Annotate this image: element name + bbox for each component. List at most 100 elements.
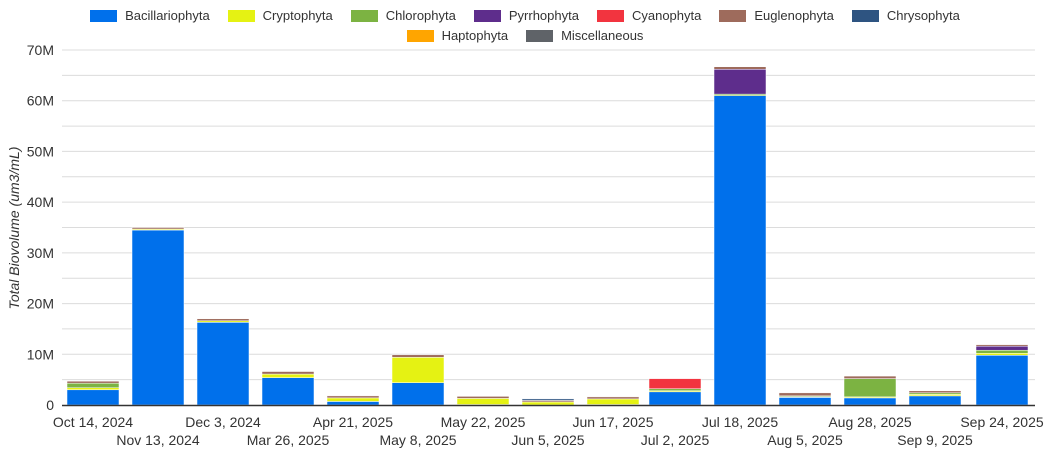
bar-segment[interactable] xyxy=(778,392,832,397)
bar-stack[interactable] xyxy=(326,395,380,406)
bar-stack[interactable] xyxy=(975,344,1029,406)
bar-segment[interactable] xyxy=(326,397,380,402)
y-tick-label: 30M xyxy=(27,245,54,261)
bar-segment[interactable] xyxy=(713,95,767,406)
bar-segment[interactable] xyxy=(456,396,510,399)
bar-stack[interactable] xyxy=(778,392,832,406)
bar-stack[interactable] xyxy=(586,396,640,406)
bar-segment[interactable] xyxy=(908,395,962,406)
bar-segment[interactable] xyxy=(326,395,380,399)
bar-stack[interactable] xyxy=(131,227,185,406)
legend-item[interactable]: Euglenophyta xyxy=(719,6,834,26)
bar-segment[interactable] xyxy=(521,401,575,406)
y-tick-label: 20M xyxy=(27,296,54,312)
legend-label: Miscellaneous xyxy=(561,28,644,43)
bar-segment[interactable] xyxy=(66,382,120,389)
bar-stack[interactable] xyxy=(261,371,315,406)
bar-stack[interactable] xyxy=(521,398,575,406)
y-tick-label: 0 xyxy=(46,397,54,413)
legend-item[interactable]: Miscellaneous xyxy=(526,26,643,46)
bar-stack[interactable] xyxy=(196,318,250,406)
bar-segment[interactable] xyxy=(66,380,120,384)
legend-label: Cryptophyta xyxy=(262,8,333,23)
bar-stack[interactable] xyxy=(648,378,702,406)
x-tick-label: Jun 5, 2025 xyxy=(511,432,584,448)
legend-label: Haptophyta xyxy=(441,28,509,43)
legend-item[interactable]: Cyanophyta xyxy=(596,6,701,26)
bar-stack[interactable] xyxy=(908,390,962,406)
bar-segment[interactable] xyxy=(521,398,575,401)
y-axis-ticks: 0 10M 20M 30M 40M 50M 60M 70M xyxy=(27,42,54,413)
legend-swatch-icon xyxy=(473,10,501,22)
x-axis-ticks: Oct 14, 2024 Nov 13, 2024 Dec 3, 2024 Mar 2… xyxy=(53,414,1044,448)
x-tick-label: Sep 9, 2025 xyxy=(897,432,973,448)
x-tick-label: Sep 24, 2025 xyxy=(960,414,1044,430)
bar-segment[interactable] xyxy=(713,69,767,95)
y-tick-label: 60M xyxy=(27,93,54,109)
legend-swatch-icon xyxy=(526,30,554,42)
bar-segment[interactable] xyxy=(391,354,445,358)
legend-label: Chlorophyta xyxy=(385,8,456,23)
bars xyxy=(66,66,1029,406)
bar-segment[interactable] xyxy=(326,401,380,406)
legend-item[interactable]: Cryptophyta xyxy=(227,6,333,26)
bar-stack[interactable] xyxy=(391,354,445,406)
y-tick-label: 10M xyxy=(27,346,54,362)
bar-segment[interactable] xyxy=(908,390,962,394)
x-tick-label: May 22, 2025 xyxy=(441,414,526,430)
bar-segment[interactable] xyxy=(975,349,1029,354)
legend-swatch-icon xyxy=(596,10,624,22)
bar-segment[interactable] xyxy=(196,318,250,322)
x-tick-label: May 8, 2025 xyxy=(379,432,456,448)
bar-segment[interactable] xyxy=(261,371,315,375)
bar-segment[interactable] xyxy=(586,398,640,405)
bar-segment[interactable] xyxy=(648,388,702,392)
bar-segment[interactable] xyxy=(261,377,315,406)
legend-item[interactable]: Chrysophyta xyxy=(851,6,960,26)
legend-item[interactable]: Chlorophyta xyxy=(350,6,456,26)
bar-segment[interactable] xyxy=(975,345,1029,351)
bar-segment[interactable] xyxy=(66,387,120,391)
legend-label: Pyrrhophyta xyxy=(508,8,579,23)
y-tick-label: 70M xyxy=(27,42,54,58)
bar-segment[interactable] xyxy=(975,355,1029,406)
bar-segment[interactable] xyxy=(456,398,510,405)
bar-segment[interactable] xyxy=(975,344,1029,347)
bar-segment[interactable] xyxy=(391,357,445,383)
x-tick-label: Jun 17, 2025 xyxy=(573,414,654,430)
bar-segment[interactable] xyxy=(713,66,767,70)
bar-segment[interactable] xyxy=(648,391,702,406)
bar-segment[interactable] xyxy=(391,382,445,406)
bar-stack[interactable] xyxy=(456,396,510,406)
legend-item[interactable]: Pyrrhophyta xyxy=(473,6,579,26)
bar-segment[interactable] xyxy=(843,375,897,379)
bar-stack[interactable] xyxy=(843,375,897,406)
legend-swatch-icon xyxy=(350,10,378,22)
legend-swatch-icon xyxy=(90,10,118,22)
bar-stack[interactable] xyxy=(713,66,767,406)
legend-item[interactable]: Bacillariophyta xyxy=(90,6,210,26)
x-tick-label: Jul 2, 2025 xyxy=(641,432,710,448)
bar-stack[interactable] xyxy=(66,380,120,406)
bar-segment[interactable] xyxy=(261,373,315,378)
bar-segment[interactable] xyxy=(196,322,250,406)
bar-segment[interactable] xyxy=(648,378,702,390)
x-tick-label: Oct 14, 2024 xyxy=(53,414,133,430)
chart-legend: Bacillariophyta Cryptophyta Chlorophyta Pyr… xyxy=(0,6,1050,46)
bar-segment[interactable] xyxy=(843,378,897,398)
bar-segment[interactable] xyxy=(778,397,832,406)
x-tick-label: Nov 13, 2024 xyxy=(116,432,199,448)
legend-item[interactable]: Haptophyta xyxy=(406,26,509,46)
legend-swatch-icon xyxy=(406,30,434,42)
bar-segment[interactable] xyxy=(843,397,897,406)
bar-segment[interactable] xyxy=(975,353,1029,356)
legend-swatch-icon xyxy=(227,10,255,22)
y-axis-label: Total Biovolume (um3/mL) xyxy=(6,147,22,310)
bar-segment[interactable] xyxy=(586,396,640,400)
bar-segment[interactable] xyxy=(131,227,185,230)
legend-swatch-icon xyxy=(719,10,747,22)
bar-segment[interactable] xyxy=(66,389,120,406)
legend-row-2: Haptophyta Miscellaneous xyxy=(0,26,1050,46)
bar-segment[interactable] xyxy=(131,229,185,406)
